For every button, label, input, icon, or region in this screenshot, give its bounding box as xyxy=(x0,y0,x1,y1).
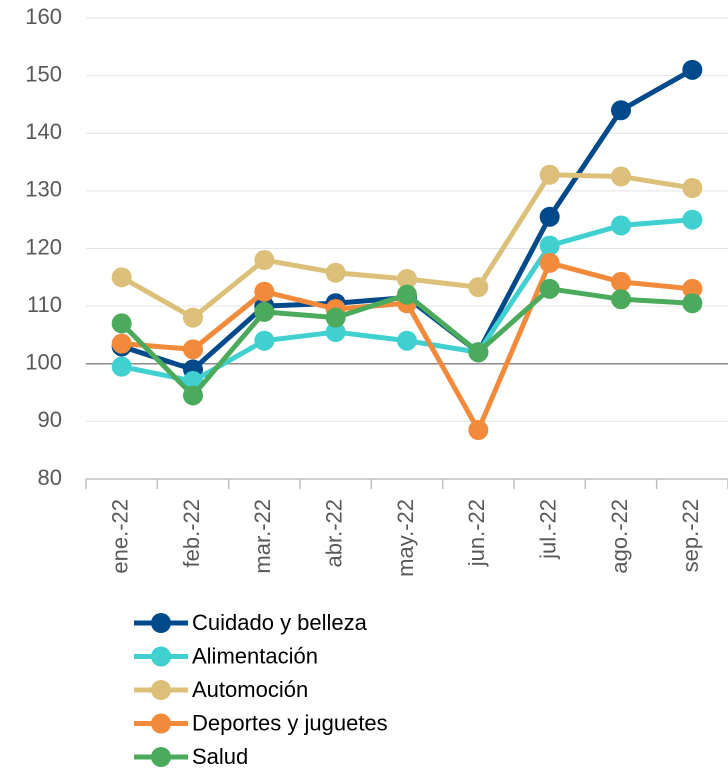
point xyxy=(611,215,631,236)
point xyxy=(468,420,489,441)
point xyxy=(611,166,631,187)
point xyxy=(183,385,203,406)
point xyxy=(183,307,203,328)
legend-label: Cuidado y belleza xyxy=(192,610,368,635)
point xyxy=(254,250,275,271)
point xyxy=(539,278,560,299)
point xyxy=(397,330,417,351)
point xyxy=(539,235,560,256)
legend-marker xyxy=(151,680,171,700)
y-tick-label: 80 xyxy=(38,465,62,490)
point xyxy=(397,269,417,290)
point xyxy=(468,277,489,298)
point xyxy=(539,164,560,185)
point xyxy=(682,293,703,314)
point xyxy=(111,313,132,334)
y-tick-label: 140 xyxy=(25,119,62,144)
point xyxy=(468,342,489,363)
point xyxy=(254,301,275,322)
point xyxy=(682,278,703,299)
point xyxy=(539,206,560,227)
x-tick-label: may.-22 xyxy=(393,499,418,577)
point xyxy=(254,330,275,351)
series-line xyxy=(120,67,694,373)
point xyxy=(183,339,203,360)
point xyxy=(539,252,560,273)
legend-label: Automoción xyxy=(192,677,308,702)
x-tick-label: sep.-22 xyxy=(678,499,703,572)
point xyxy=(611,100,631,121)
point xyxy=(111,333,132,354)
point xyxy=(397,284,417,305)
legend-marker xyxy=(151,613,171,633)
y-tick-label: 150 xyxy=(25,61,62,86)
y-tick-label: 120 xyxy=(25,234,62,259)
y-tick-label: 110 xyxy=(27,292,62,317)
legend-marker xyxy=(151,646,171,667)
x-tick-label: abr.-22 xyxy=(321,499,346,568)
x-tick-label: jun.-22 xyxy=(464,499,489,567)
legend-label: Deportes y juguetes xyxy=(192,710,388,735)
y-tick-label: 160 xyxy=(25,4,62,29)
y-tick-label: 90 xyxy=(38,407,62,432)
point xyxy=(111,267,132,288)
legend-label: Alimentación xyxy=(192,643,318,668)
x-tick-label: mar.-22 xyxy=(250,499,275,574)
point xyxy=(611,271,631,292)
point xyxy=(325,307,346,328)
y-tick-label: 130 xyxy=(25,177,62,202)
x-tick-label: ago.-22 xyxy=(607,499,632,574)
point xyxy=(682,59,703,80)
legend-label: Salud xyxy=(192,744,248,769)
point xyxy=(254,281,275,302)
point xyxy=(682,209,703,230)
point xyxy=(682,177,703,198)
y-tick-label: 100 xyxy=(25,350,62,375)
legend-marker xyxy=(151,713,171,734)
x-tick-label: ene.-22 xyxy=(107,499,132,574)
point xyxy=(111,356,132,377)
point xyxy=(325,262,346,283)
legend-marker xyxy=(151,747,171,767)
x-tick-label: jul.-22 xyxy=(535,499,560,560)
point xyxy=(611,289,631,310)
point xyxy=(325,322,346,343)
x-tick-label: feb.-22 xyxy=(179,499,204,568)
